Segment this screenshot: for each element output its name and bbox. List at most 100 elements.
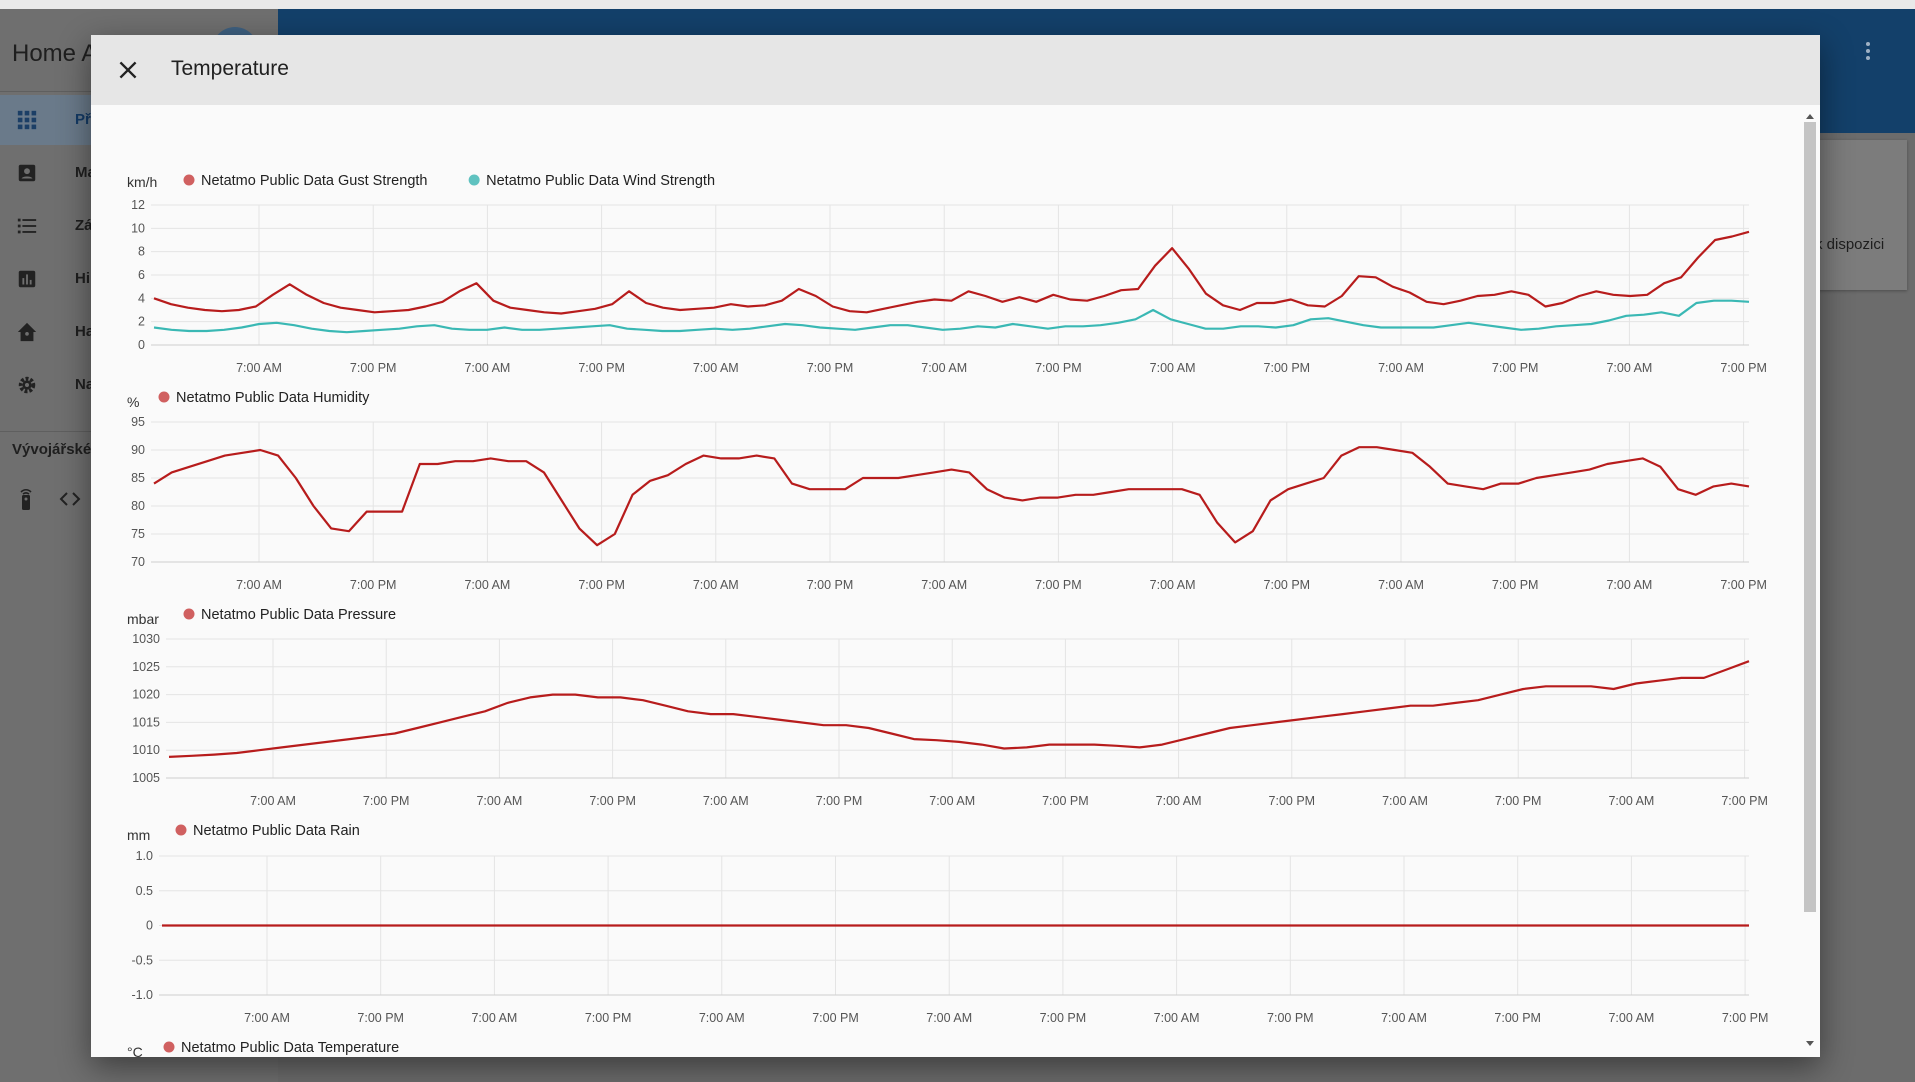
x-tick-label: 7:00 PM [812, 1011, 859, 1025]
y-tick-label: 80 [131, 499, 145, 513]
x-tick-label: 7:00 PM [1495, 794, 1542, 808]
list-icon [17, 218, 37, 234]
x-tick-label: 7:00 AM [476, 794, 522, 808]
x-tick-label: 7:00 AM [464, 578, 510, 592]
chart-panel-3: mbar Netatmo Public Data Pressure 1030 1025… [127, 607, 1768, 808]
y-tick-label: 1005 [132, 771, 160, 785]
x-tick-label: 7:00 PM [1720, 578, 1767, 592]
scrollbar-thumb[interactable] [1804, 122, 1816, 912]
x-tick-label: 7:00 AM [1382, 794, 1428, 808]
legend-label: Netatmo Public Data Wind Strength [486, 173, 715, 189]
sidebar-item-home-assistant[interactable]: Ha [0, 307, 278, 357]
developer-section-title: Vývojářské [12, 441, 92, 458]
y-axis-unit: km/h [127, 174, 157, 190]
chart-panel-2: % Netatmo Public Data Humidity 95 90 85 80 75 7… [127, 390, 1767, 592]
app-title: Home A [12, 40, 98, 67]
dialog-title: Temperature [171, 57, 289, 80]
history-chart-icon [18, 270, 36, 288]
x-tick-label: 7:00 AM [1608, 1011, 1654, 1025]
y-tick-label: 12 [131, 198, 145, 212]
series-line [168, 660, 1750, 758]
y-tick-label: 0 [146, 919, 153, 933]
y-tick-label: 1015 [132, 715, 160, 729]
x-tick-label: 7:00 PM [1040, 1011, 1087, 1025]
dialog-body: km/h Netatmo Public Data Gust Strength Net… [91, 105, 1820, 1057]
series-line [153, 446, 1750, 547]
y-tick-label: 2 [138, 315, 145, 329]
x-tick-label: 7:00 PM [1269, 794, 1316, 808]
y-axis-unit: % [127, 394, 139, 410]
legend-marker [163, 1041, 175, 1053]
y-tick-label: 1010 [132, 743, 160, 757]
close-icon[interactable] [115, 57, 141, 83]
y-tick-label: 1020 [132, 688, 160, 702]
scroll-down-arrow[interactable] [1806, 1041, 1814, 1046]
x-tick-label: 7:00 PM [1264, 361, 1311, 375]
x-tick-label: 7:00 PM [589, 794, 636, 808]
sidebar-item-history[interactable]: Hi [0, 254, 278, 304]
sidebar-item-map[interactable]: Ma [0, 148, 278, 198]
home-assistant-icon [17, 322, 37, 342]
scrollbar-track[interactable] [1803, 110, 1817, 1052]
sidebar-item-label: Ha [75, 323, 95, 340]
scrollbar-arrows [1806, 114, 1814, 1046]
x-tick-label: 7:00 PM [578, 361, 625, 375]
x-tick-label: 7:00 PM [1035, 578, 1082, 592]
y-tick-label: 1030 [132, 632, 160, 646]
sidebar-item-label: Př [75, 111, 91, 128]
x-tick-label: 7:00 PM [1267, 1011, 1314, 1025]
grid-icon [17, 110, 37, 130]
y-tick-label: 4 [138, 291, 145, 305]
x-tick-label: 7:00 AM [1378, 361, 1424, 375]
x-tick-label: 7:00 PM [1035, 361, 1082, 375]
x-tick-label: 7:00 AM [1608, 794, 1654, 808]
x-tick-label: 7:00 AM [1381, 1011, 1427, 1025]
sidebar-item-settings[interactable]: Na [0, 360, 278, 410]
y-tick-label: 0 [138, 338, 145, 352]
x-tick-label: 7:00 AM [693, 361, 739, 375]
dialog-header: Temperature [91, 35, 1820, 105]
x-tick-label: 7:00 AM [1378, 578, 1424, 592]
legend-label: Netatmo Public Data Rain [193, 823, 360, 839]
more-vert-icon[interactable] [1856, 39, 1880, 63]
x-tick-label: 7:00 AM [1606, 361, 1652, 375]
y-tick-label: 8 [138, 245, 145, 259]
scroll-up-arrow[interactable] [1806, 114, 1814, 119]
y-axis-unit: mm [127, 827, 150, 843]
x-tick-label: 7:00 AM [1606, 578, 1652, 592]
x-tick-label: 7:00 PM [1492, 578, 1539, 592]
sidebar-item-label: Na [75, 376, 95, 393]
y-tick-label: -0.5 [131, 953, 153, 967]
y-tick-label: 85 [131, 471, 145, 485]
x-tick-label: 7:00 PM [1720, 361, 1767, 375]
background-card: k dispozici [1815, 140, 1907, 290]
legend-label: Netatmo Public Data Pressure [201, 607, 396, 623]
x-tick-label: 7:00 AM [921, 578, 967, 592]
history-charts: km/h Netatmo Public Data Gust Strength Net… [127, 173, 1768, 1057]
legend-label: Netatmo Public Data Temperature [181, 1040, 399, 1056]
x-tick-label: 7:00 AM [1156, 794, 1202, 808]
x-tick-label: 7:00 PM [1721, 794, 1768, 808]
y-tick-label: 6 [138, 268, 145, 282]
x-tick-label: 7:00 AM [1150, 361, 1196, 375]
more-info-dialog: Temperature km/h Netatmo Public Data Gust… [91, 35, 1820, 1057]
series-line [153, 299, 1750, 334]
sidebar-item-logbook[interactable]: Zá [0, 201, 278, 251]
y-axis-unit: °C [127, 1044, 143, 1057]
chart-panel-1: km/h Netatmo Public Data Gust Strength Net… [127, 173, 1767, 375]
gear-icon [18, 376, 36, 394]
remote-icon[interactable] [14, 487, 38, 511]
y-tick-label: 1.0 [136, 849, 153, 863]
x-tick-label: 7:00 AM [236, 361, 282, 375]
x-tick-label: 7:00 AM [464, 361, 510, 375]
y-tick-label: 95 [131, 415, 145, 429]
x-tick-label: 7:00 AM [471, 1011, 517, 1025]
x-tick-label: 7:00 AM [236, 578, 282, 592]
legend-marker [175, 824, 187, 836]
x-tick-label: 7:00 PM [1492, 361, 1539, 375]
sidebar-item-label: Zá [75, 217, 93, 234]
y-tick-label: 1025 [132, 660, 160, 674]
x-tick-label: 7:00 PM [1494, 1011, 1541, 1025]
code-brackets-icon[interactable] [58, 487, 82, 511]
